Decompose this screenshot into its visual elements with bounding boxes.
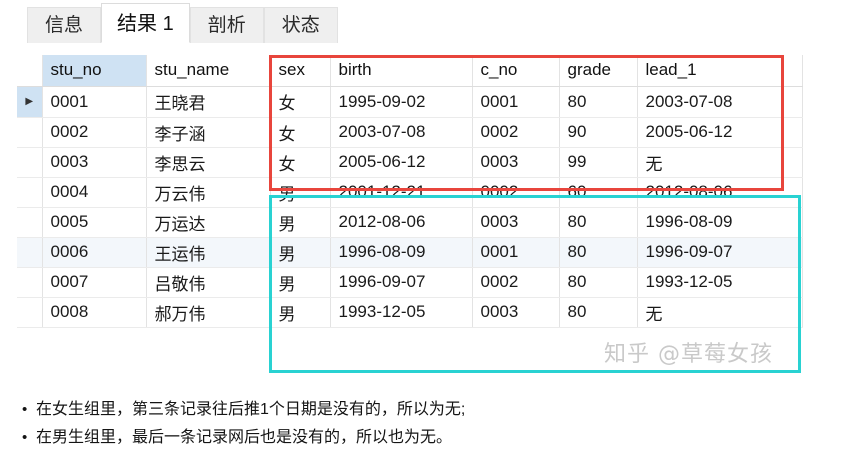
column-header-sex[interactable]: sex <box>270 55 331 87</box>
result-grid[interactable]: stu_no stu_name sex birth c_no grade lea… <box>17 55 803 328</box>
cell-birth[interactable]: 1996-08-09 <box>330 237 473 268</box>
table-row[interactable]: 0004 万云伟 男 2001-12-21 0002 60 2012-08-06 <box>17 177 803 208</box>
cell-stu-name[interactable]: 王运伟 <box>146 237 271 268</box>
row-indicator[interactable] <box>17 267 43 298</box>
cell-stu-name[interactable]: 万云伟 <box>146 177 271 208</box>
cell-stu-no[interactable]: 0003 <box>42 147 147 178</box>
cell-c-no[interactable]: 0003 <box>472 207 560 238</box>
cell-c-no[interactable]: 0002 <box>472 117 560 148</box>
cell-stu-name[interactable]: 吕敬伟 <box>146 267 271 298</box>
row-indicator[interactable] <box>17 297 43 328</box>
column-header-c-no[interactable]: c_no <box>472 55 560 87</box>
table-row[interactable]: 0008 郝万伟 男 1993-12-05 0003 80 无 <box>17 297 803 328</box>
table-row[interactable]: ▶ 0001 王晓君 女 1995-09-02 0001 80 2003-07-… <box>17 86 803 118</box>
cell-stu-no[interactable]: 0006 <box>42 237 147 268</box>
cell-sex[interactable]: 男 <box>270 207 331 238</box>
cell-birth[interactable]: 1993-12-05 <box>330 297 473 328</box>
note-text: 在男生组里，最后一条记录网后也是没有的，所以也为无。 <box>36 429 453 446</box>
grid-header-row: stu_no stu_name sex birth c_no grade lea… <box>17 55 803 87</box>
cell-grade[interactable]: 80 <box>559 86 638 118</box>
result-tab-bar: 信息 结果 1 剖析 状态 <box>0 0 857 43</box>
cell-grade[interactable]: 80 <box>559 267 638 298</box>
cell-sex[interactable]: 女 <box>270 86 331 118</box>
cell-lead-1[interactable]: 1996-09-07 <box>637 237 803 268</box>
cell-c-no[interactable]: 0001 <box>472 86 560 118</box>
table-row[interactable]: 0005 万运达 男 2012-08-06 0003 80 1996-08-09 <box>17 207 803 238</box>
table-row[interactable]: 0006 王运伟 男 1996-08-09 0001 80 1996-09-07 <box>17 237 803 268</box>
row-indicator[interactable] <box>17 117 43 148</box>
cell-c-no[interactable]: 0001 <box>472 237 560 268</box>
cell-stu-name[interactable]: 万运达 <box>146 207 271 238</box>
cell-lead-1[interactable]: 2003-07-08 <box>637 86 803 118</box>
notes-list: • 在女生组里，第三条记录往后推1个日期是没有的，所以为无; • 在男生组里，最… <box>10 396 810 452</box>
gutter-header <box>17 55 43 87</box>
cell-lead-1[interactable]: 无 <box>637 147 803 178</box>
cell-stu-no[interactable]: 0007 <box>42 267 147 298</box>
list-item: • 在女生组里，第三条记录往后推1个日期是没有的，所以为无; <box>10 396 810 424</box>
cell-stu-no[interactable]: 0001 <box>42 86 147 118</box>
cell-grade[interactable]: 90 <box>559 117 638 148</box>
column-header-lead-1[interactable]: lead_1 <box>637 55 803 87</box>
cell-stu-name[interactable]: 王晓君 <box>146 86 271 118</box>
row-indicator[interactable] <box>17 207 43 238</box>
cell-stu-no[interactable]: 0008 <box>42 297 147 328</box>
note-text: 在女生组里，第三条记录往后推1个日期是没有的，所以为无; <box>36 401 466 418</box>
cell-lead-1[interactable]: 1996-08-09 <box>637 207 803 238</box>
cell-birth[interactable]: 2005-06-12 <box>330 147 473 178</box>
cell-c-no[interactable]: 0002 <box>472 267 560 298</box>
row-indicator[interactable]: ▶ <box>17 86 43 118</box>
table-row[interactable]: 0007 吕敬伟 男 1996-09-07 0002 80 1993-12-05 <box>17 267 803 298</box>
cell-birth[interactable]: 2003-07-08 <box>330 117 473 148</box>
column-header-stu-name[interactable]: stu_name <box>146 55 271 87</box>
list-item: • 在男生组里，最后一条记录网后也是没有的，所以也为无。 <box>10 424 810 452</box>
bullet-icon: • <box>22 401 28 418</box>
cell-sex[interactable]: 女 <box>270 147 331 178</box>
cell-stu-no[interactable]: 0002 <box>42 117 147 148</box>
cell-grade[interactable]: 60 <box>559 177 638 208</box>
column-header-stu-no[interactable]: stu_no <box>42 55 147 87</box>
cell-birth[interactable]: 2012-08-06 <box>330 207 473 238</box>
cell-lead-1[interactable]: 无 <box>637 297 803 328</box>
cell-lead-1[interactable]: 2012-08-06 <box>637 177 803 208</box>
tab-info[interactable]: 信息 <box>27 7 102 43</box>
cell-birth[interactable]: 1995-09-02 <box>330 86 473 118</box>
bullet-icon: • <box>22 429 28 446</box>
cell-birth[interactable]: 2001-12-21 <box>330 177 473 208</box>
cell-sex[interactable]: 男 <box>270 237 331 268</box>
cell-birth[interactable]: 1996-09-07 <box>330 267 473 298</box>
column-header-grade[interactable]: grade <box>559 55 638 87</box>
row-indicator[interactable] <box>17 237 43 268</box>
row-arrow-icon: ▶ <box>25 95 34 107</box>
table-row[interactable]: 0003 李思云 女 2005-06-12 0003 99 无 <box>17 147 803 178</box>
cell-c-no[interactable]: 0003 <box>472 297 560 328</box>
tab-status[interactable]: 状态 <box>263 7 338 43</box>
watermark: 知乎 @草莓女孩 <box>604 342 773 367</box>
cell-c-no[interactable]: 0003 <box>472 147 560 178</box>
cell-grade[interactable]: 80 <box>559 237 638 268</box>
row-indicator[interactable] <box>17 147 43 178</box>
cell-stu-name[interactable]: 郝万伟 <box>146 297 271 328</box>
table-row[interactable]: 0002 李子涵 女 2003-07-08 0002 90 2005-06-12 <box>17 117 803 148</box>
cell-sex[interactable]: 男 <box>270 297 331 328</box>
row-indicator[interactable] <box>17 177 43 208</box>
cell-stu-name[interactable]: 李子涵 <box>146 117 271 148</box>
cell-sex[interactable]: 男 <box>270 267 331 298</box>
cell-stu-no[interactable]: 0004 <box>42 177 147 208</box>
cell-grade[interactable]: 80 <box>559 207 638 238</box>
tab-result-1[interactable]: 结果 1 <box>101 3 190 43</box>
cell-grade[interactable]: 80 <box>559 297 638 328</box>
tab-list: 信息 结果 1 剖析 状态 <box>27 3 338 43</box>
tab-profile[interactable]: 剖析 <box>189 7 264 43</box>
cell-lead-1[interactable]: 2005-06-12 <box>637 117 803 148</box>
cell-sex[interactable]: 女 <box>270 117 331 148</box>
cell-lead-1[interactable]: 1993-12-05 <box>637 267 803 298</box>
cell-stu-no[interactable]: 0005 <box>42 207 147 238</box>
cell-c-no[interactable]: 0002 <box>472 177 560 208</box>
cell-stu-name[interactable]: 李思云 <box>146 147 271 178</box>
cell-grade[interactable]: 99 <box>559 147 638 178</box>
cell-sex[interactable]: 男 <box>270 177 331 208</box>
column-header-birth[interactable]: birth <box>330 55 473 87</box>
